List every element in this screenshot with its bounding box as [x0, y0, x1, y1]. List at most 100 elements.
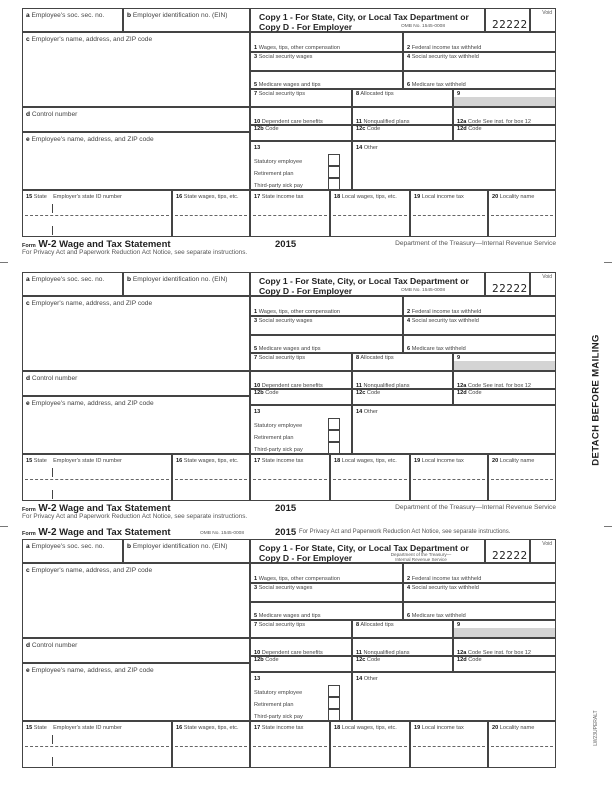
- box-number: 12c: [356, 390, 366, 396]
- box-number: 6: [407, 613, 411, 619]
- box-b-employer-ein[interactable]: b Employer identification no. (EIN): [123, 272, 250, 296]
- box-c-employer-address[interactable]: c Employer's name, address, and ZIP code: [22, 296, 250, 371]
- line-divider: [413, 215, 485, 216]
- box-letter: b: [127, 543, 132, 550]
- box-4-ss-tax[interactable]: 4 Social security tax withheld: [403, 52, 556, 71]
- retirement-plan-checkbox[interactable]: [328, 697, 340, 709]
- box-19-local-tax[interactable]: 19 Local income tax: [410, 454, 488, 501]
- box-14-other[interactable]: 14 Other: [352, 141, 556, 190]
- box-12a[interactable]: 12a Code See inst. for box 12: [453, 107, 556, 125]
- box-12c[interactable]: 12c Code: [352, 125, 453, 141]
- box-15-state[interactable]: 15 State Employer's state ID number: [22, 190, 172, 237]
- box-a-employee-ssn[interactable]: a Employee's soc. sec. no.: [22, 8, 123, 32]
- box-15-state[interactable]: 15 State Employer's state ID number: [22, 454, 172, 501]
- box-12d[interactable]: 12d Code: [453, 656, 556, 672]
- box-12c[interactable]: 12c Code: [352, 656, 453, 672]
- box-16-state-wages[interactable]: 16 State wages, tips, etc.: [172, 454, 250, 501]
- box-5-medicare-wages[interactable]: 5 Medicare wages and tips: [250, 335, 403, 353]
- third-party-sick-pay-checkbox[interactable]: [328, 442, 340, 454]
- box-14-other[interactable]: 14 Other: [352, 405, 556, 454]
- box-2-federal-tax[interactable]: 2 Federal income tax withheld: [403, 563, 556, 583]
- box-number: Form: [22, 531, 36, 537]
- box-12b[interactable]: 12b Code: [250, 389, 352, 405]
- box-18-local-wages[interactable]: 18 Local wages, tips, etc.: [330, 190, 410, 237]
- box-7-ss-tips[interactable]: 7 Social security tips: [250, 620, 352, 638]
- box-12a[interactable]: 12a Code See inst. for box 12: [453, 638, 556, 656]
- box-1-wages[interactable]: 1 Wages, tips, other compensation: [250, 563, 403, 583]
- third-party-sick-pay-checkbox[interactable]: [328, 178, 340, 190]
- box-18-local-wages[interactable]: 18 Local wages, tips, etc.: [330, 721, 410, 768]
- box-11-nonqualified-plans[interactable]: 11 Nonqualified plans: [352, 638, 453, 656]
- box-2-federal-tax[interactable]: 2 Federal income tax withheld: [403, 32, 556, 52]
- box-12b[interactable]: 12b Code: [250, 125, 352, 141]
- box-12b[interactable]: 12b Code: [250, 656, 352, 672]
- retirement-plan-checkbox[interactable]: [328, 430, 340, 442]
- box-e-label: Employee's name, address, and ZIP code: [31, 400, 154, 407]
- box-20-locality[interactable]: 20 Locality name: [488, 721, 556, 768]
- box-c-employer-address[interactable]: c Employer's name, address, and ZIP code: [22, 563, 250, 638]
- box-8-allocated-tips[interactable]: 8 Allocated tips: [352, 89, 453, 107]
- box-a-employee-ssn[interactable]: a Employee's soc. sec. no.: [22, 272, 123, 296]
- box-17-state-tax[interactable]: 17 State income tax: [250, 721, 330, 768]
- box-11-label: Nonqualified plans: [363, 383, 410, 389]
- box-14-other[interactable]: 14 Other: [352, 672, 556, 721]
- box-d-control-number[interactable]: d Control number: [22, 371, 250, 396]
- box-8-allocated-tips[interactable]: 8 Allocated tips: [352, 353, 453, 371]
- box-4-ss-tax[interactable]: 4 Social security tax withheld: [403, 583, 556, 602]
- box-b-employer-ein[interactable]: b Employer identification no. (EIN): [123, 539, 250, 563]
- retirement-plan-checkbox[interactable]: [328, 166, 340, 178]
- box-a-employee-ssn[interactable]: a Employee's soc. sec. no.: [22, 539, 123, 563]
- box-7-ss-tips[interactable]: 7 Social security tips: [250, 353, 352, 371]
- box-5-medicare-wages[interactable]: 5 Medicare wages and tips: [250, 71, 403, 89]
- box-d-control-number[interactable]: d Control number: [22, 107, 250, 132]
- box-5-medicare-wages[interactable]: 5 Medicare wages and tips: [250, 602, 403, 620]
- box-12d[interactable]: 12d Code: [453, 125, 556, 141]
- box-10-dependent-care[interactable]: 10 Dependent care benefits: [250, 638, 352, 656]
- box-2-federal-tax[interactable]: 2 Federal income tax withheld: [403, 296, 556, 316]
- box-3-ss-wages[interactable]: 3 Social security wages: [250, 52, 403, 71]
- void-checkbox[interactable]: Void: [530, 272, 556, 296]
- box-17-state-tax[interactable]: 17 State income tax: [250, 190, 330, 237]
- third-party-sick-pay-checkbox[interactable]: [328, 709, 340, 721]
- box-18-label: Local wages, tips, etc.: [341, 725, 397, 731]
- box-1-wages[interactable]: 1 Wages, tips, other compensation: [250, 296, 403, 316]
- box-6-medicare-tax[interactable]: 6 Medicare tax withheld: [403, 335, 556, 353]
- box-11-nonqualified-plans[interactable]: 11 Nonqualified plans: [352, 107, 453, 125]
- box-15-state[interactable]: 15 State Employer's state ID number: [22, 721, 172, 768]
- box-7-ss-tips[interactable]: 7 Social security tips: [250, 89, 352, 107]
- box-1-wages[interactable]: 1 Wages, tips, other compensation: [250, 32, 403, 52]
- box-12d[interactable]: 12d Code: [453, 389, 556, 405]
- box-11-nonqualified-plans[interactable]: 11 Nonqualified plans: [352, 371, 453, 389]
- box-e-employee-address[interactable]: e Employee's name, address, and ZIP code: [22, 396, 250, 454]
- box-d-control-number[interactable]: d Control number: [22, 638, 250, 663]
- box-c-employer-address[interactable]: c Employer's name, address, and ZIP code: [22, 32, 250, 107]
- statutory-employee-checkbox[interactable]: [328, 418, 340, 430]
- box-18-local-wages[interactable]: 18 Local wages, tips, etc.: [330, 454, 410, 501]
- box-16-state-wages[interactable]: 16 State wages, tips, etc.: [172, 190, 250, 237]
- statutory-employee-checkbox[interactable]: [328, 685, 340, 697]
- box-b-employer-ein[interactable]: b Employer identification no. (EIN): [123, 8, 250, 32]
- box-12a[interactable]: 12a Code See inst. for box 12: [453, 371, 556, 389]
- void-checkbox[interactable]: Void: [530, 539, 556, 563]
- form-code-box: 22222: [485, 272, 530, 296]
- statutory-employee-checkbox[interactable]: [328, 154, 340, 166]
- copy-designation: Copy 1 - For State, City, or Local Tax D…: [250, 272, 485, 296]
- box-e-employee-address[interactable]: e Employee's name, address, and ZIP code: [22, 132, 250, 190]
- box-4-ss-tax[interactable]: 4 Social security tax withheld: [403, 316, 556, 335]
- box-20-locality[interactable]: 20 Locality name: [488, 454, 556, 501]
- box-6-medicare-tax[interactable]: 6 Medicare tax withheld: [403, 602, 556, 620]
- box-19-local-tax[interactable]: 19 Local income tax: [410, 190, 488, 237]
- box-3-ss-wages[interactable]: 3 Social security wages: [250, 316, 403, 335]
- box-8-allocated-tips[interactable]: 8 Allocated tips: [352, 620, 453, 638]
- void-checkbox[interactable]: Void: [530, 8, 556, 32]
- box-17-state-tax[interactable]: 17 State income tax: [250, 454, 330, 501]
- box-16-state-wages[interactable]: 16 State wages, tips, etc.: [172, 721, 250, 768]
- box-10-dependent-care[interactable]: 10 Dependent care benefits: [250, 107, 352, 125]
- box-e-employee-address[interactable]: e Employee's name, address, and ZIP code: [22, 663, 250, 721]
- box-3-ss-wages[interactable]: 3 Social security wages: [250, 583, 403, 602]
- box-19-local-tax[interactable]: 19 Local income tax: [410, 721, 488, 768]
- box-12c[interactable]: 12c Code: [352, 389, 453, 405]
- box-6-medicare-tax[interactable]: 6 Medicare tax withheld: [403, 71, 556, 89]
- box-20-locality[interactable]: 20 Locality name: [488, 190, 556, 237]
- box-10-dependent-care[interactable]: 10 Dependent care benefits: [250, 371, 352, 389]
